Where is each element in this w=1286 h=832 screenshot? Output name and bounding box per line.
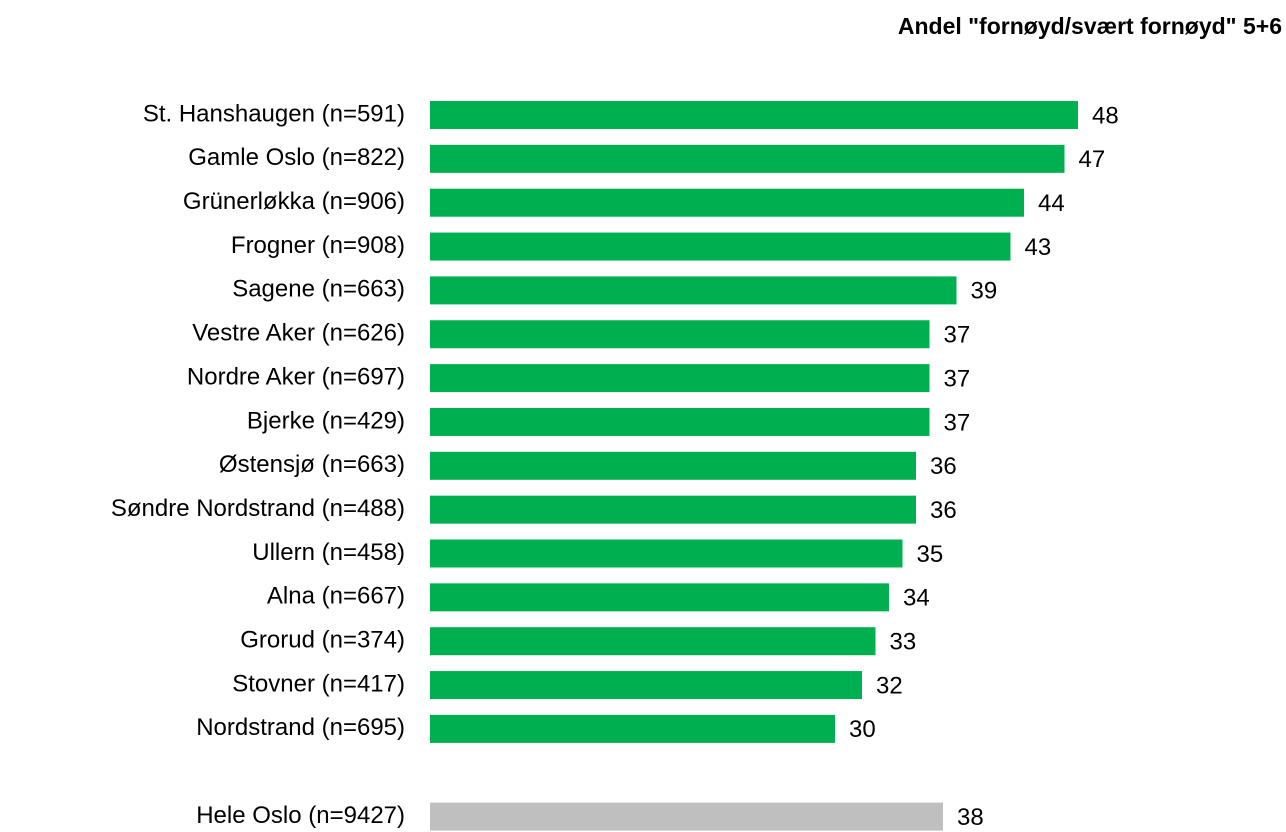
category-label: Bjerke (n=429) [247,407,405,434]
value-label: 33 [890,629,917,656]
category-label: Vestre Aker (n=626) [192,320,405,347]
value-label: 36 [930,497,957,524]
category-label: Grorud (n=374) [240,627,405,654]
bar [430,627,876,656]
bar [430,101,1078,129]
value-label: 47 [1079,146,1106,173]
value-label: 37 [944,322,971,349]
bar [430,539,903,568]
category-label: Alna (n=667) [267,583,405,610]
bar [430,495,916,524]
bar [430,714,835,743]
value-label: 32 [876,672,903,699]
category-label: Frogner (n=908) [231,232,405,259]
bar [430,276,957,305]
value-label: 48 [1092,102,1119,129]
value-label: 36 [930,453,957,480]
value-label: 34 [903,585,930,612]
value-label: 43 [1025,234,1052,261]
value-label: 44 [1038,190,1065,217]
bar [430,188,1024,217]
value-label: 37 [944,365,971,392]
category-label: Nordstrand (n=695) [196,714,405,741]
value-label: 37 [944,409,971,436]
category-label: Østensjø (n=663) [219,451,405,478]
category-label: Stovner (n=417) [232,670,405,697]
category-label: Gamle Oslo (n=822) [188,144,405,171]
category-label: Søndre Nordstrand (n=488) [111,495,405,522]
bar [430,320,930,349]
bar [430,802,943,831]
value-label: 39 [971,278,998,305]
category-label: Ullern (n=458) [252,539,405,566]
category-label: St. Hanshaugen (n=591) [143,100,405,127]
category-label: Grünerløkka (n=906) [183,188,405,215]
bar [430,583,889,612]
bar [430,671,862,700]
chart-title: Andel "fornøyd/svært fornøyd" 5+6 [898,13,1282,39]
category-label: Hele Oslo (n=9427) [196,802,405,829]
bar [430,364,930,393]
value-label: 38 [957,804,984,831]
bar [430,407,930,436]
category-label: Nordre Aker (n=697) [187,363,405,390]
bar [430,144,1065,173]
value-label: 30 [849,716,876,743]
category-label: Sagene (n=663) [232,276,405,303]
value-label: 35 [917,541,944,568]
bar [430,232,1011,261]
bar [430,451,916,480]
